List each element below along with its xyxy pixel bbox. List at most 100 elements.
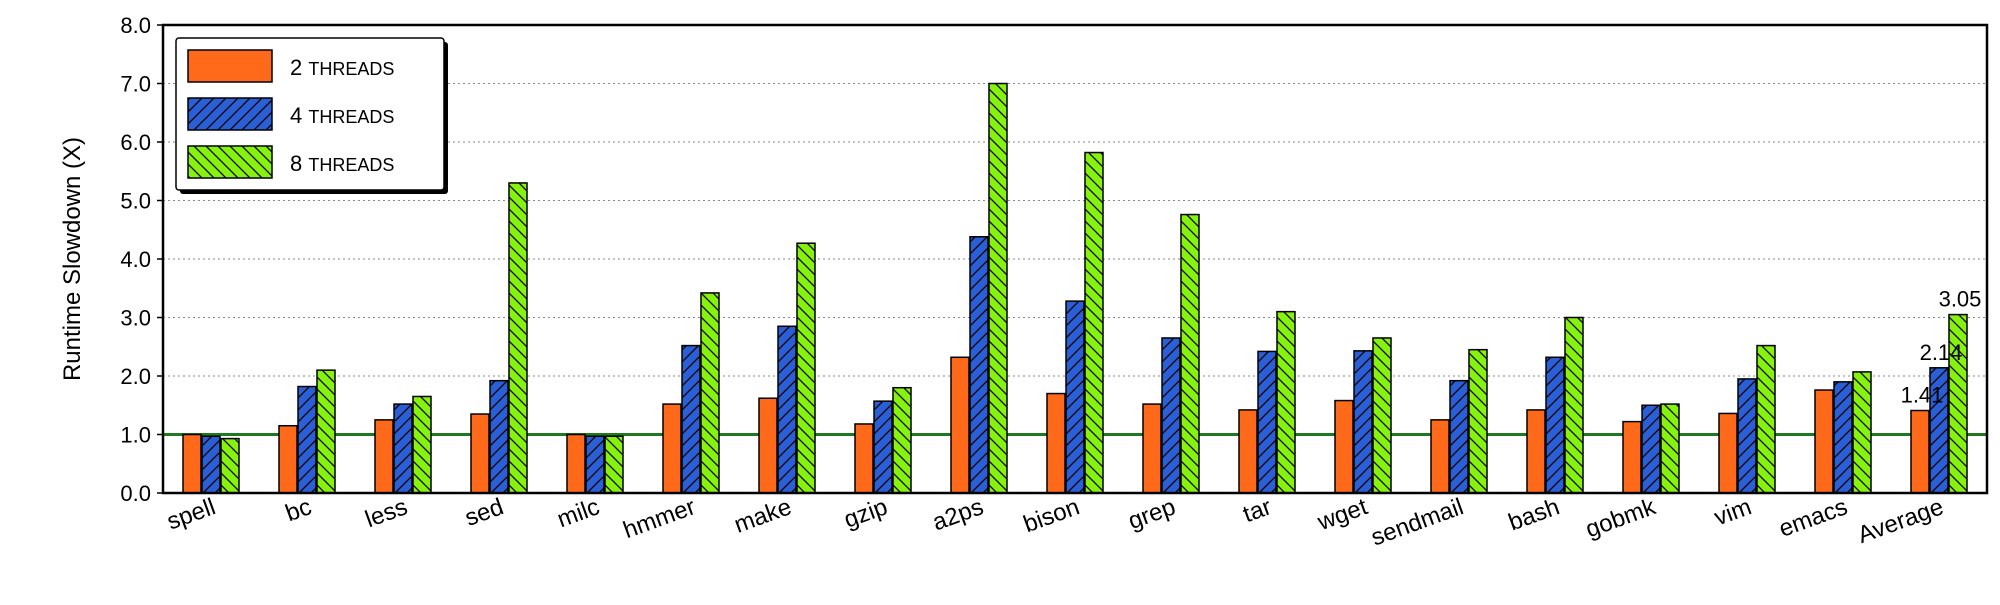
x-category-label: vim <box>1711 493 1755 531</box>
y-tick-label: 1.0 <box>120 423 151 448</box>
bar-hatch-overlay <box>298 386 316 493</box>
x-category-label: sendmail <box>1368 493 1467 551</box>
bar-vim-2-threads <box>1718 412 1738 494</box>
bar-hatch-overlay <box>1354 350 1372 493</box>
x-category-label: wget <box>1313 493 1371 536</box>
x-category-label: a2ps <box>929 493 987 536</box>
bar-hatch-overlay <box>394 404 412 493</box>
legend: 2 THREADS 4 THREADS 8 THREADS <box>175 37 448 194</box>
bar-hatch-overlay <box>509 182 527 493</box>
bar-hatch-overlay <box>1469 349 1487 493</box>
legend-swatch <box>187 49 273 83</box>
bar-spell-2-threads <box>182 433 202 494</box>
bar-hatch-overlay <box>586 436 604 493</box>
x-category-label: bison <box>1020 493 1083 538</box>
value-annotation: 2.14 <box>1920 340 1963 365</box>
bar-hatch-overlay <box>1565 317 1583 493</box>
x-category-label: emacs <box>1775 493 1851 543</box>
bar-hatch-overlay <box>682 345 700 493</box>
y-tick-label: 2.0 <box>120 364 151 389</box>
bar-bison-2-threads <box>1046 392 1066 494</box>
axes: 0.0 1.0 2.0 3.0 4.0 5.0 6.0 7.0 8.0 Runtime Slowd… <box>59 13 1947 551</box>
legend-entry-label: 8 THREADS <box>290 151 394 176</box>
bar-hatch-overlay <box>778 326 796 493</box>
x-category-label: bash <box>1505 493 1563 536</box>
x-category-label: make <box>731 493 795 538</box>
x-category-label: gobmk <box>1582 493 1660 543</box>
bar-gzip-2-threads <box>854 423 874 494</box>
bar-sed-2-threads <box>470 413 490 494</box>
legend-swatch-hatch <box>188 98 272 130</box>
bar-grep-2-threads <box>1142 403 1162 494</box>
bars <box>182 82 1968 494</box>
legend-entry-label: 2 THREADS <box>290 55 394 80</box>
bar-hatch-overlay <box>1546 357 1564 493</box>
bar-hatch-overlay <box>1757 345 1775 493</box>
bar-hatch-overlay <box>1949 314 1967 493</box>
y-tick-label: 6.0 <box>120 130 151 155</box>
bar-Average-2-threads <box>1910 409 1930 494</box>
x-category-label: spell <box>163 493 219 535</box>
bar-hatch-overlay <box>1085 152 1103 493</box>
y-tick-label: 5.0 <box>120 189 151 214</box>
bar-hatch-overlay <box>202 436 220 493</box>
bar-hatch-overlay <box>1930 367 1948 493</box>
bar-hatch-overlay <box>874 401 892 493</box>
bar-emacs-2-threads <box>1814 389 1834 494</box>
legend-entry-label: 4 THREADS <box>290 103 394 128</box>
bar-hatch-overlay <box>1162 337 1180 493</box>
bar-hatch-overlay <box>970 236 988 493</box>
bar-tar-2-threads <box>1238 409 1258 494</box>
x-category-label: sed <box>461 493 507 532</box>
bar-hatch-overlay <box>490 380 508 493</box>
bar-hatch-overlay <box>701 292 719 493</box>
bar-hatch-overlay <box>1373 337 1391 493</box>
bar-hatch-overlay <box>1661 404 1679 493</box>
y-tick-label: 4.0 <box>120 247 151 272</box>
bar-hatch-overlay <box>1450 380 1468 493</box>
y-tick-label: 7.0 <box>120 72 151 97</box>
bar-milc-2-threads <box>566 433 586 494</box>
bar-gobmk-2-threads <box>1622 420 1642 494</box>
bar-hatch-overlay <box>797 243 815 493</box>
bar-hatch-overlay <box>1853 371 1871 493</box>
bar-wget-2-threads <box>1334 399 1354 494</box>
y-tick-label: 0.0 <box>120 481 151 506</box>
legend-swatch-hatch <box>188 146 272 178</box>
y-axis-title: Runtime Slowdown (X) <box>59 137 86 381</box>
bar-hatch-overlay <box>317 370 335 493</box>
x-category-label: hmmer <box>620 493 699 544</box>
bar-hatch-overlay <box>989 83 1007 493</box>
bar-hmmer-2-threads <box>662 403 682 494</box>
bar-bash-2-threads <box>1526 409 1546 494</box>
bar-hatch-overlay <box>1066 301 1084 493</box>
bar-less-2-threads <box>374 419 394 494</box>
bar-sendmail-2-threads <box>1430 419 1450 494</box>
bar-make-2-threads <box>758 397 778 494</box>
bar-hatch-overlay <box>605 436 623 493</box>
annotations: 1.41 2.14 3.05 <box>1901 287 1982 408</box>
bar-hatch-overlay <box>1834 381 1852 493</box>
y-tick-label: 8.0 <box>120 13 151 38</box>
bar-hatch-overlay <box>893 387 911 493</box>
bar-hatch-overlay <box>1738 378 1756 493</box>
y-tick-label: 3.0 <box>120 306 151 331</box>
x-category-label: tar <box>1239 493 1275 528</box>
value-annotation: 1.41 <box>1901 383 1944 408</box>
x-category-label: milc <box>554 493 603 533</box>
x-category-label: less <box>362 493 411 533</box>
x-category-label: Average <box>1854 493 1947 549</box>
bar-hatch-overlay <box>1642 405 1660 493</box>
bar-hatch-overlay <box>1181 214 1199 494</box>
bar-bc-2-threads <box>278 424 298 494</box>
x-category-label: bc <box>282 493 315 527</box>
value-annotation: 3.05 <box>1939 287 1982 312</box>
bar-hatch-overlay <box>221 438 239 493</box>
x-category-label: grep <box>1125 493 1179 535</box>
bar-hatch-overlay <box>413 396 431 493</box>
x-category-label: gzip <box>840 493 891 533</box>
bar-a2ps-2-threads <box>950 356 970 494</box>
bar-hatch-overlay <box>1277 311 1295 493</box>
